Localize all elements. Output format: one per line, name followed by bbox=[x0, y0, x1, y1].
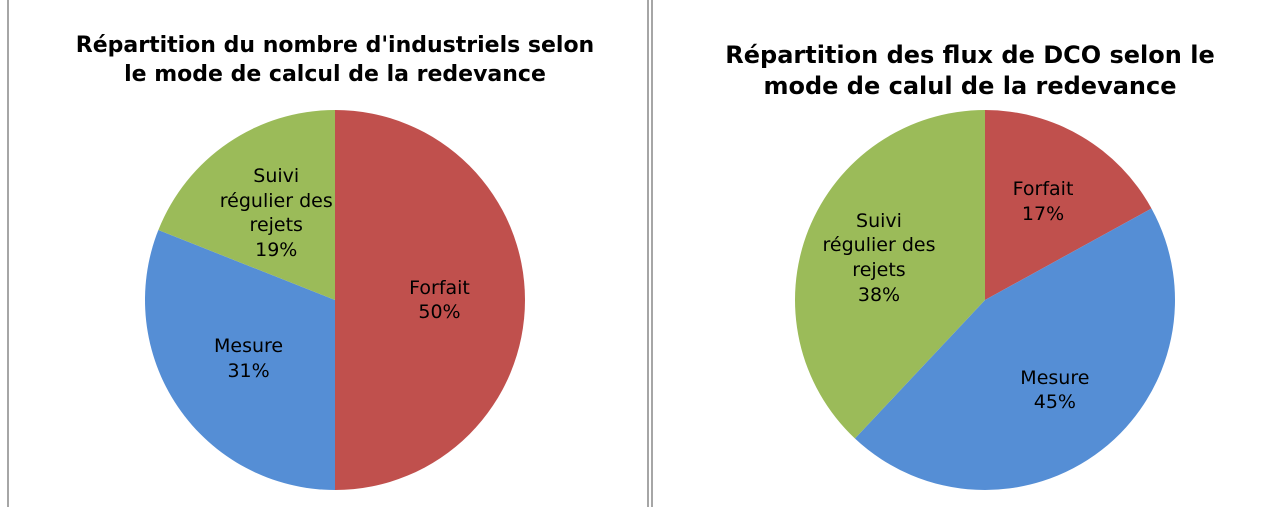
pie-slice bbox=[795, 109, 985, 439]
chart-title: Répartition du nombre d'industriels selo… bbox=[75, 33, 595, 87]
value-label: 31% bbox=[227, 359, 270, 382]
category-label: Mesure bbox=[1020, 366, 1090, 389]
slice-label: Forfait 50% bbox=[380, 276, 500, 325]
pie-slice bbox=[144, 230, 335, 490]
slice-label: Mesure 45% bbox=[995, 366, 1115, 415]
value-label: 19% bbox=[255, 239, 298, 262]
category-label: Mesure bbox=[214, 335, 284, 358]
chart-title: Répartition des flux de DCO selon le mod… bbox=[725, 41, 1215, 101]
slice-label: Mesure 31% bbox=[189, 334, 309, 383]
value-label: 45% bbox=[1033, 391, 1076, 414]
value-label: 17% bbox=[1021, 203, 1065, 226]
value-label: 50% bbox=[418, 301, 461, 324]
pie-slice bbox=[158, 109, 335, 300]
slice-label: Forfait 17% bbox=[983, 177, 1103, 226]
pie-slice bbox=[335, 110, 525, 490]
category-label: Forfait bbox=[409, 276, 470, 299]
pie-slice bbox=[854, 208, 1176, 491]
value-label: 38% bbox=[857, 283, 901, 306]
slice-label: Suivi régulier des rejets 19% bbox=[216, 164, 336, 263]
category-label: Suivi régulier des rejets bbox=[822, 209, 936, 281]
category-label: Forfait bbox=[1012, 178, 1074, 201]
pie-slice bbox=[985, 110, 1152, 300]
slice-label: Suivi régulier des rejets 38% bbox=[819, 209, 939, 308]
category-label: Suivi régulier des rejets bbox=[219, 165, 333, 237]
